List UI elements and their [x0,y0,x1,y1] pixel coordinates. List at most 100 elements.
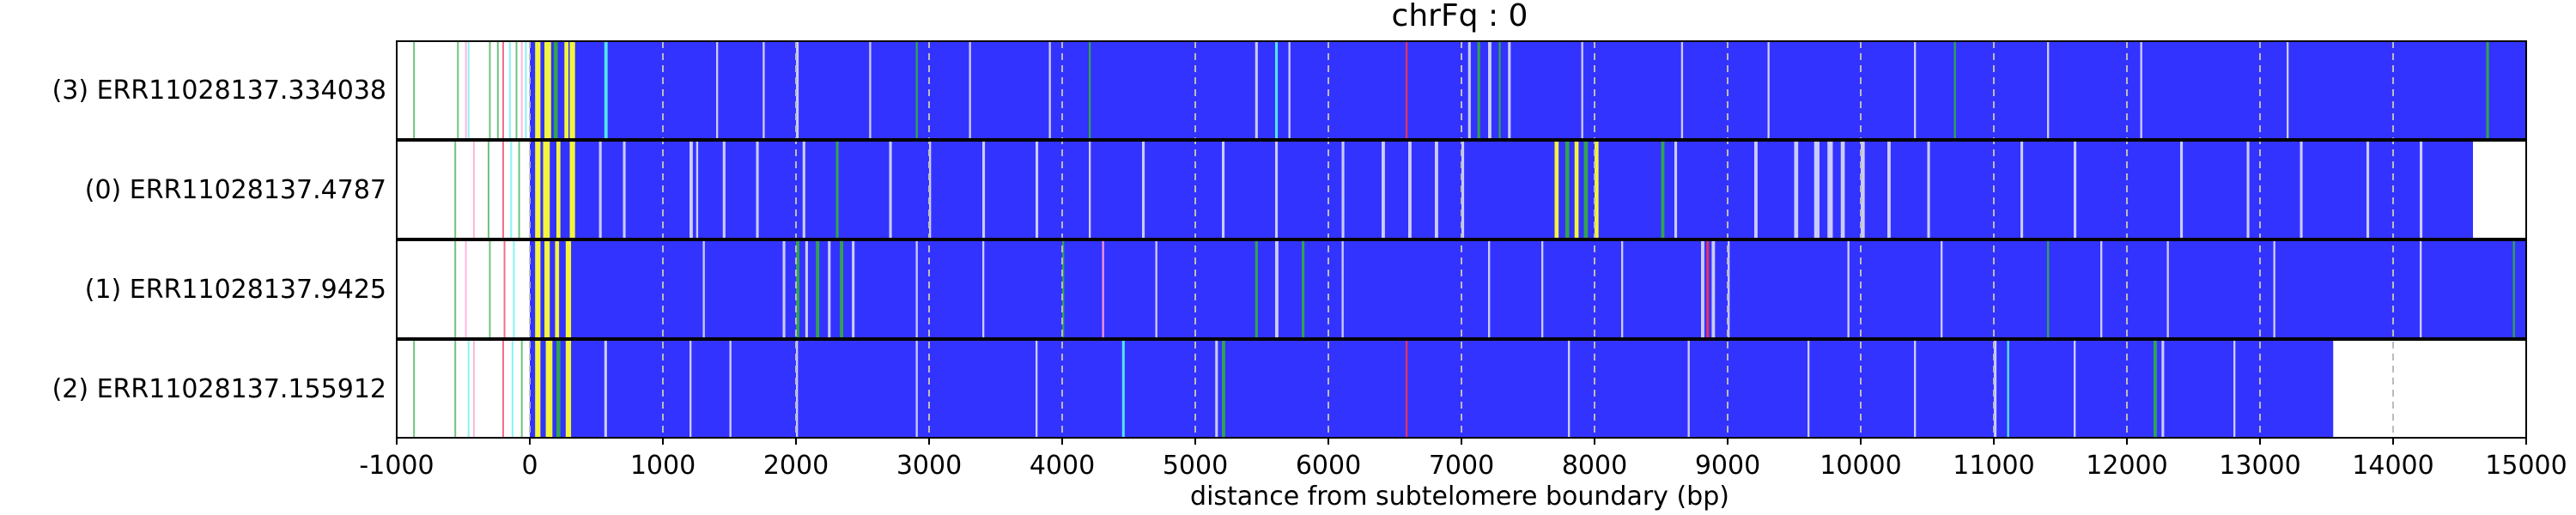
read-mark [1706,240,1710,338]
chart-title: chrFq : 0 [1392,0,1528,33]
read-mark [1142,141,1145,239]
read-mark [1488,41,1492,139]
read-mark [1914,41,1917,139]
read-mark [929,141,932,239]
read-mark [1994,340,1997,438]
read-mark [756,141,759,239]
read-mark [702,240,705,338]
row-label: (3) ERR11028137.334038 [52,76,386,106]
read-mark [2140,41,2142,139]
read-mark [1288,41,1291,139]
read-mark [1121,340,1125,438]
read-mark [2007,340,2009,438]
read-mark [869,41,872,139]
read-mark [565,240,572,338]
read-mark [1728,240,1730,338]
read-mark [1036,141,1039,239]
x-tick-label: 15000 [2485,451,2567,481]
read-mark [1621,240,1624,338]
read-mark [604,340,607,438]
read-mark [2180,141,2184,239]
read-mark [1275,41,1279,139]
read-mark [690,340,692,438]
read-mark [2020,141,2024,239]
read-mark [2074,340,2076,438]
read-mark [1847,240,1850,338]
read-mark [1687,340,1690,438]
x-tick-label: 5000 [1163,451,1228,481]
read-mark [1062,240,1065,338]
read-mark [690,141,693,239]
read-mark [2161,340,2165,438]
read-mark [816,240,820,338]
x-tick-label: 7000 [1429,451,1494,481]
read-mark [1498,41,1501,139]
read-mark [969,41,971,139]
read-mark [2366,141,2370,239]
read-mark [1255,240,1258,338]
read-mark [1840,141,1845,239]
read-mark [1405,41,1408,139]
read-mark [569,141,575,239]
read-mark [1674,141,1678,239]
read-span [530,240,2526,338]
x-tick-label: 11000 [1953,451,2034,481]
read-mark [604,41,608,139]
read-mark [2154,340,2157,438]
read-mark [1222,340,1225,438]
read-mark [2420,240,2422,338]
read-mark [598,141,602,239]
x-tick-label: 6000 [1296,451,1361,481]
read-mark [2074,141,2077,239]
read-mark [535,41,541,139]
read-mark [544,41,551,139]
read-mark [1583,141,1589,239]
read-mark [840,240,844,338]
read-mark [1155,240,1157,338]
row-frame [396,140,2527,239]
read-mark [889,141,892,239]
x-tick-label: 10000 [1820,451,1901,481]
read-mark [1794,141,1799,239]
read-mark [2420,141,2423,239]
read-mark [1461,141,1465,239]
read-mark [1488,240,1491,338]
read-mark [1568,340,1571,438]
read-mark [1215,340,1218,438]
read-mark [2100,240,2103,338]
read-mark [1754,141,1758,239]
read-mark [556,141,561,239]
read-mark [828,240,831,338]
read-mark [1807,340,1810,438]
x-tick-label: 9000 [1695,451,1760,481]
read-mark [565,340,572,438]
read-mark [729,340,732,438]
read-mark [544,240,550,338]
x-tick-label: 0 [521,451,538,481]
read-mark [1089,41,1091,139]
read-mark [535,340,541,438]
read-mark [2273,240,2275,338]
x-tick-label: 12000 [2086,451,2167,481]
read-mark [1861,141,1865,239]
read-mark [2287,41,2289,139]
read-mark [2047,240,2050,338]
read-mark [564,41,568,139]
read-mark [1222,141,1225,239]
read-mark [835,141,839,239]
read-mark [796,340,799,438]
read-mark [1887,141,1891,239]
read-mark [543,141,550,239]
read-mark [1595,141,1599,239]
x-tick-label: -1000 [359,451,434,481]
read-mark [1701,240,1704,338]
x-tick-label: 4000 [1030,451,1095,481]
read-mark [1048,41,1051,139]
x-axis-label: distance from subtelomere boundary (bp) [1190,482,1729,512]
read-mark [2512,240,2515,338]
row-label: (2) ERR11028137.155912 [52,374,386,404]
read-mark [1953,41,1956,139]
read-mark [1508,41,1511,139]
read-mark [1477,41,1480,139]
